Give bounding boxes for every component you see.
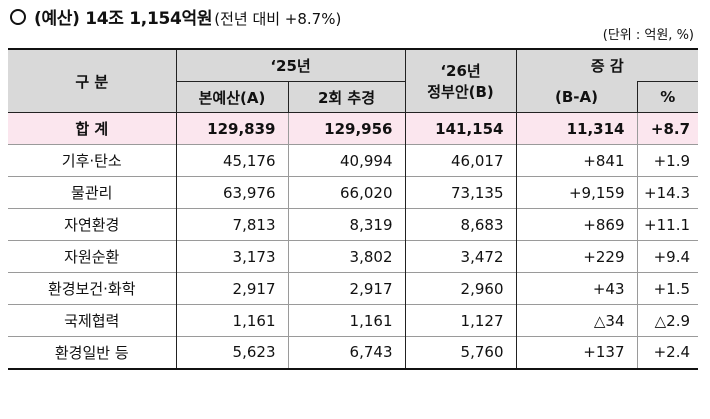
row-change: +229 <box>515 240 637 273</box>
table-row: 환경일반 등 5,623 6,743 5,760 +137 +2.4 <box>8 336 699 370</box>
header-second-supp: 2회 추경 <box>287 81 405 113</box>
header-26-gov: ‘26년 정부안(B) <box>404 48 516 113</box>
row-label: 기후·탄소 <box>8 144 176 177</box>
row-label: 환경보건·화학 <box>8 272 176 305</box>
row-pct: +14.3 <box>636 176 699 209</box>
row-change: +869 <box>515 208 637 241</box>
unit-note: (단위 : 억원, %) <box>602 28 694 43</box>
row-pct: +2.4 <box>636 336 699 370</box>
headline-sub: (전년 대비 +8.7%) <box>214 10 342 28</box>
row-supp: 6,743 <box>287 336 405 370</box>
table-row: 기후·탄소 45,176 40,994 46,017 +841 +1.9 <box>8 144 699 177</box>
row-main-budget: 3,173 <box>175 240 288 273</box>
row-pct: +11.1 <box>636 208 699 241</box>
row-main-budget: 5,623 <box>175 336 288 370</box>
row-supp: 8,319 <box>287 208 405 241</box>
row-supp: 40,994 <box>287 144 405 177</box>
row-main-budget: 7,813 <box>175 208 288 241</box>
row-change: +137 <box>515 336 637 370</box>
row-gov-26: 3,472 <box>404 240 516 273</box>
row-change: +841 <box>515 144 637 177</box>
header-group-25: ‘25년 <box>175 48 405 82</box>
row-pct: +1.9 <box>636 144 699 177</box>
row-pct: +9.4 <box>636 240 699 273</box>
row-supp: 2,917 <box>287 272 405 305</box>
total-pct: +8.7 <box>636 112 699 145</box>
row-pct: △2.9 <box>636 304 699 337</box>
row-supp: 3,802 <box>287 240 405 273</box>
row-supp: 1,161 <box>287 304 405 337</box>
headline-main: (예산) 14조 1,154억원 <box>34 9 213 29</box>
row-change: +43 <box>515 272 637 305</box>
row-change: +9,159 <box>515 176 637 209</box>
row-gov-26: 2,960 <box>404 272 516 305</box>
circle-bullet-icon <box>10 9 26 25</box>
row-main-budget: 63,976 <box>175 176 288 209</box>
row-gov-26: 8,683 <box>404 208 516 241</box>
total-gov-26: 141,154 <box>404 112 516 145</box>
budget-table: 구 분 ‘25년 ‘26년 정부안(B) 증 감 본예산(A) 2회 추경 (B… <box>8 48 699 370</box>
total-main-budget: 129,839 <box>175 112 288 145</box>
row-gov-26: 1,127 <box>404 304 516 337</box>
headline: (예산) 14조 1,154억원 (전년 대비 +8.7%) <box>10 4 341 30</box>
header-change-line1: 증 감 <box>515 48 699 82</box>
header-main-budget: 본예산(A) <box>175 81 288 113</box>
row-pct: +1.5 <box>636 272 699 305</box>
row-label: 자원순환 <box>8 240 176 273</box>
row-main-budget: 1,161 <box>175 304 288 337</box>
table-row: 국제협력 1,161 1,161 1,127 △34 △2.9 <box>8 304 699 337</box>
table-row-total: 합 계 129,839 129,956 141,154 11,314 +8.7 <box>8 112 699 145</box>
table-row: 물관리 63,976 66,020 73,135 +9,159 +14.3 <box>8 176 699 209</box>
total-change: 11,314 <box>515 112 637 145</box>
row-label: 자연환경 <box>8 208 176 241</box>
table-row: 자연환경 7,813 8,319 8,683 +869 +11.1 <box>8 208 699 241</box>
row-supp: 66,020 <box>287 176 405 209</box>
header-26-line2: 정부안(B) <box>427 83 494 101</box>
row-label: 국제협력 <box>8 304 176 337</box>
table-row: 환경보건·화학 2,917 2,917 2,960 +43 +1.5 <box>8 272 699 305</box>
header-26-line1: ‘26년 <box>440 62 481 80</box>
header-pct: % <box>636 81 699 113</box>
row-label: 물관리 <box>8 176 176 209</box>
table-row: 자원순환 3,173 3,802 3,472 +229 +9.4 <box>8 240 699 273</box>
header-change-line2: (B-A) <box>515 81 637 113</box>
row-change: △34 <box>515 304 637 337</box>
total-supp: 129,956 <box>287 112 405 145</box>
row-gov-26: 73,135 <box>404 176 516 209</box>
row-main-budget: 2,917 <box>175 272 288 305</box>
row-gov-26: 5,760 <box>404 336 516 370</box>
header-category: 구 분 <box>8 48 176 113</box>
row-gov-26: 46,017 <box>404 144 516 177</box>
total-label: 합 계 <box>8 112 176 145</box>
row-main-budget: 45,176 <box>175 144 288 177</box>
row-label: 환경일반 등 <box>8 336 176 370</box>
